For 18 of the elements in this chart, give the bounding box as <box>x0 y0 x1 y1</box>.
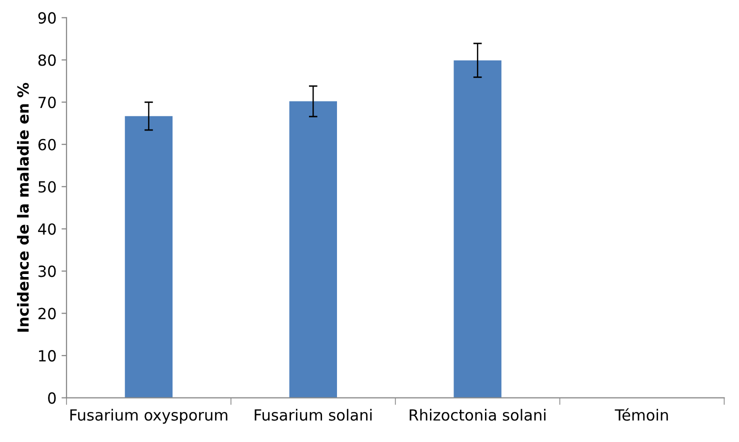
y-tick-label: 0 <box>48 392 56 404</box>
bar <box>124 116 173 398</box>
x-tick-label: Témoin <box>614 408 668 421</box>
bar <box>454 60 502 398</box>
y-tick-label: 90 <box>38 12 56 24</box>
x-tick-label: Rhizoctonia solani <box>410 408 546 421</box>
y-tick-label: 50 <box>38 181 56 193</box>
y-tick-label: 30 <box>38 266 56 278</box>
y-tick-label: 80 <box>38 54 56 66</box>
x-tick-label: Fusarium oxysporum <box>70 408 228 424</box>
y-tick-label: 60 <box>38 138 56 150</box>
y-axis-title: Incidence de la maladie en % <box>17 82 29 332</box>
y-tick-label: 10 <box>39 350 56 362</box>
y-tick-label: 40 <box>38 223 56 235</box>
y-tick-label: 20 <box>38 308 56 320</box>
x-tick-label: Fusarium solani <box>254 408 372 421</box>
y-tick-label: 70 <box>38 96 56 108</box>
bar <box>289 101 337 398</box>
